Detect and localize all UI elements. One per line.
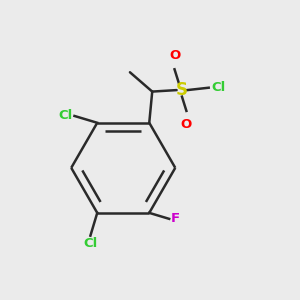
Text: F: F xyxy=(171,212,180,225)
Text: Cl: Cl xyxy=(83,237,98,250)
Text: Cl: Cl xyxy=(211,81,225,94)
Text: O: O xyxy=(181,118,192,131)
Text: Cl: Cl xyxy=(59,110,73,122)
Text: O: O xyxy=(169,49,180,62)
Text: S: S xyxy=(176,81,188,99)
